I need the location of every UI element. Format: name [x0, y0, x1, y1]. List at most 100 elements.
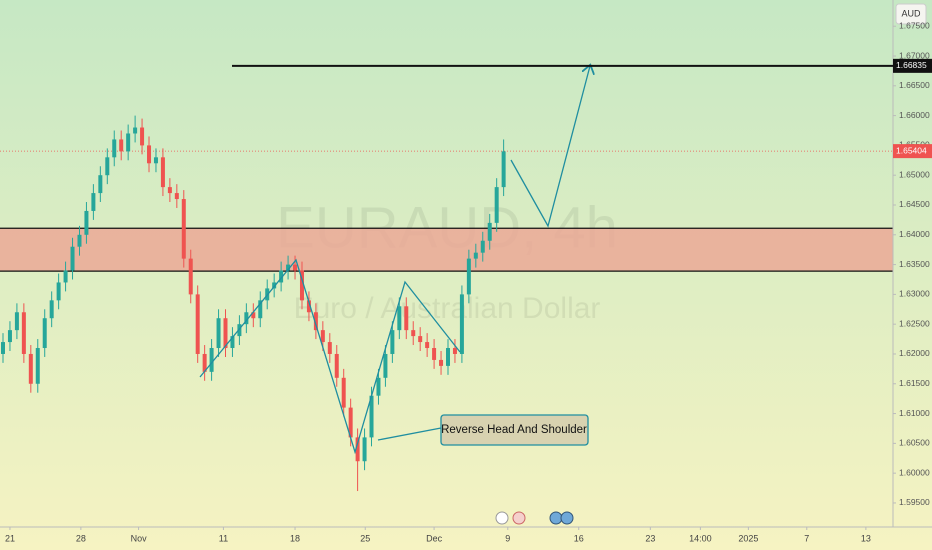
x-tick-label: 25 [360, 533, 370, 543]
candle-body [341, 377, 346, 408]
y-tick-label: 1.66500 [899, 80, 930, 90]
last-price-box [893, 144, 932, 159]
icon[interactable] [495, 511, 509, 525]
y-tick-label: 1.67500 [899, 20, 930, 30]
x-tick-label: 14:00 [689, 533, 712, 543]
candle-body [153, 157, 158, 164]
x-tick-label: 21 [5, 533, 15, 543]
candle-body [355, 437, 360, 462]
candle-body [362, 437, 367, 462]
candle-body [1, 342, 5, 354]
candle-body [439, 359, 444, 366]
candle-body [209, 348, 214, 372]
candle-body [473, 252, 478, 259]
candle-body [98, 175, 103, 194]
candle-body [459, 294, 464, 354]
watermark-subtitle: Euro / Australian Dollar [294, 292, 601, 325]
candle-body [376, 377, 381, 396]
candle-body [202, 353, 207, 372]
y-tick-label: 1.65000 [899, 169, 930, 179]
candle-body [126, 133, 131, 152]
y-tick-label: 1.60000 [899, 467, 930, 477]
candle-body [299, 270, 304, 301]
candle-body [432, 348, 437, 360]
x-tick-label: 2025 [738, 533, 758, 543]
candle-body [501, 151, 506, 188]
currency-badge[interactable] [895, 3, 927, 25]
candle-body [390, 330, 395, 354]
candle-body [35, 348, 40, 384]
candle-body [7, 330, 12, 343]
candle-body [369, 395, 374, 438]
candle-body [133, 127, 138, 134]
icon[interactable] [560, 511, 574, 525]
candle-body [313, 312, 318, 331]
y-tick-label: 1.62000 [899, 348, 930, 358]
y-tick-label: 1.59500 [899, 497, 930, 507]
y-tick-label: 1.63000 [899, 289, 930, 299]
y-tick-label: 1.64500 [899, 199, 930, 209]
candle-body [452, 348, 457, 354]
candle-body [49, 300, 54, 319]
x-tick-label: 18 [290, 533, 300, 543]
icon[interactable] [549, 511, 563, 525]
y-tick-label: 1.66000 [899, 110, 930, 120]
candle-body [383, 353, 388, 378]
candle-body [181, 199, 186, 259]
x-tick-label: 28 [76, 533, 86, 543]
candle-body [21, 312, 26, 354]
candle-body [216, 318, 221, 349]
candle-body [411, 330, 416, 337]
candle-body [223, 318, 228, 349]
candle-body [272, 282, 277, 289]
candle-body [397, 306, 402, 331]
x-tick-label: 9 [505, 533, 510, 543]
x-tick-label: Nov [131, 533, 148, 543]
level-label-box [893, 58, 932, 73]
toolbar-icons[interactable] [495, 511, 574, 525]
candle-body [480, 240, 485, 253]
icon[interactable] [512, 511, 526, 525]
candle-body [174, 193, 179, 200]
x-tick-label: 11 [219, 533, 228, 543]
y-tick-label: 1.64000 [899, 229, 930, 239]
projection-arrow [510, 66, 590, 228]
candle-body [334, 353, 339, 378]
callout-box [440, 414, 589, 446]
y-tick-label: 1.60500 [899, 438, 930, 448]
candle-body [494, 187, 499, 223]
candle-body [160, 157, 165, 188]
x-tick-label: 7 [804, 533, 809, 543]
candle-body [244, 312, 249, 325]
candle-body [42, 318, 47, 349]
y-tick-label: 1.61000 [899, 408, 930, 418]
candle-body [14, 312, 19, 331]
candle-body [237, 324, 242, 337]
callout-text: Reverse Head And Shoulder [441, 424, 587, 436]
candle-body [279, 270, 284, 283]
candle-body [230, 336, 235, 349]
last-price-label: 1.65404 [896, 145, 927, 155]
level-label: 1.66835 [896, 60, 927, 70]
x-tick-label: 13 [861, 533, 871, 543]
candle-body [320, 330, 325, 343]
currency: AUD [901, 8, 921, 18]
x-tick-label: 16 [574, 533, 584, 543]
support-zone [0, 228, 893, 272]
candle-body [487, 222, 492, 241]
candle-body [147, 145, 152, 164]
candle-body [195, 294, 200, 354]
candle-body [91, 193, 96, 211]
candle-body [167, 187, 172, 194]
candle-body [306, 300, 311, 313]
candle-body [28, 353, 33, 384]
candle-body [293, 264, 298, 271]
candle-body [418, 336, 423, 343]
candle-body [119, 139, 124, 152]
y-tick-label: 1.67000 [899, 50, 930, 60]
candle-body [84, 210, 89, 235]
candle-body [446, 348, 450, 366]
candle-body [348, 407, 353, 438]
candle-body [188, 258, 193, 295]
